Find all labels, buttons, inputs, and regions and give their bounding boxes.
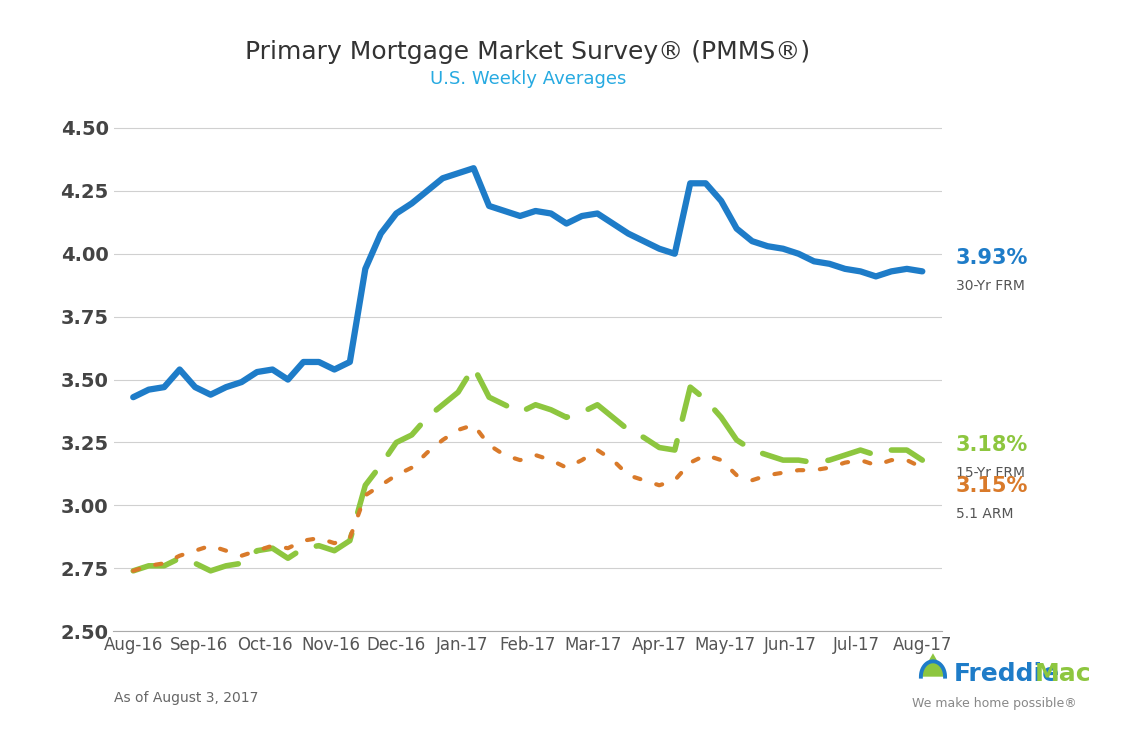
- Text: 3.93%: 3.93%: [956, 248, 1028, 268]
- Text: Mac: Mac: [1035, 662, 1092, 686]
- Text: Primary Mortgage Market Survey® (PMMS®): Primary Mortgage Market Survey® (PMMS®): [245, 40, 810, 65]
- Polygon shape: [919, 653, 947, 677]
- Text: 5.1 ARM: 5.1 ARM: [956, 507, 1014, 521]
- Text: 3.15%: 3.15%: [956, 476, 1028, 496]
- Text: As of August 3, 2017: As of August 3, 2017: [114, 691, 258, 705]
- Text: We make home possible®: We make home possible®: [911, 697, 1077, 710]
- Text: U.S. Weekly Averages: U.S. Weekly Averages: [429, 70, 627, 88]
- Text: Freddie: Freddie: [953, 662, 1060, 686]
- Text: 30-Yr FRM: 30-Yr FRM: [956, 279, 1025, 293]
- Text: 3.18%: 3.18%: [956, 435, 1028, 455]
- Text: 15-Yr FRM: 15-Yr FRM: [956, 466, 1025, 480]
